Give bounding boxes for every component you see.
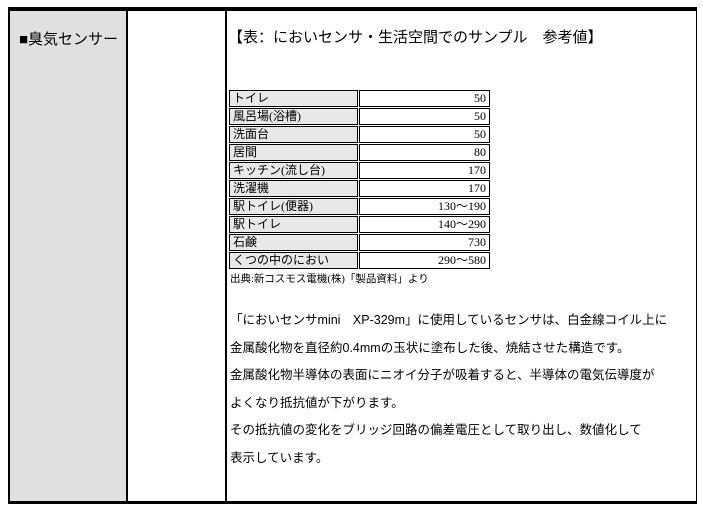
row-label-cell: トイレ <box>229 90 358 107</box>
table-row: キッチン(流し台) 170 <box>229 162 490 179</box>
paragraph-line: 金属酸化物半導体の表面にニオイ分子が吸着すると、半導体の電気伝導度が <box>230 368 655 382</box>
row-value-cell: 80 <box>359 144 490 161</box>
sidebar-column: ■臭気センサー <box>10 11 128 501</box>
row-value-cell: 50 <box>359 126 490 143</box>
table-row: 石鹸 730 <box>229 234 490 251</box>
row-label-cell: 風呂場(浴槽) <box>229 108 358 125</box>
table-row: 洗濯機 170 <box>229 180 490 197</box>
source-note: 出典:新コスモス電機(株)「製品資料」より <box>230 274 429 285</box>
row-label-cell: 石鹸 <box>229 234 358 251</box>
row-value-cell: 130〜190 <box>359 198 490 215</box>
table-row: トイレ 50 <box>229 90 490 107</box>
sample-value-table: トイレ 50 風呂場(浴槽) 50 洗面台 50 居間 80 <box>228 89 491 270</box>
row-label-cell: 駅トイレ(便器) <box>229 198 358 215</box>
table-row: 駅トイレ 140〜290 <box>229 216 490 233</box>
document-frame: ■臭気センサー 【表：においセンサ・生活空間でのサンプル 参考値】 トイレ 50… <box>8 7 697 504</box>
row-label-cell: 居間 <box>229 144 358 161</box>
table-row: 風呂場(浴槽) 50 <box>229 108 490 125</box>
row-value-cell: 170 <box>359 162 490 179</box>
row-value-cell: 50 <box>359 90 490 107</box>
row-label-cell: くつの中のにおい <box>229 252 358 269</box>
row-label-cell: キッチン(流し台) <box>229 162 358 179</box>
description-paragraph: 「においセンサmini XP-329m」に使用しているセンサは、白金線コイル上に… <box>228 311 690 476</box>
row-value-cell: 730 <box>359 234 490 251</box>
sidebar-section-title: ■臭気センサー <box>19 31 119 48</box>
row-value-cell: 140〜290 <box>359 216 490 233</box>
row-value-cell: 170 <box>359 180 490 197</box>
row-value-cell: 290〜580 <box>359 252 490 269</box>
paragraph-line: 表示しています。 <box>230 450 329 465</box>
table-row: 駅トイレ(便器) 130〜190 <box>229 198 490 215</box>
paragraph-line: その抵抗値の変化をブリッジ回路の偏差電圧として取り出し、数値化して <box>230 423 642 437</box>
spacer-column <box>128 11 227 501</box>
row-value-cell: 50 <box>359 108 490 125</box>
table-row: くつの中のにおい 290〜580 <box>229 252 490 269</box>
row-label-cell: 洗面台 <box>229 126 358 143</box>
sample-value-table-body: トイレ 50 風呂場(浴槽) 50 洗面台 50 居間 80 <box>229 90 490 269</box>
row-label-cell: 洗濯機 <box>229 180 358 197</box>
paragraph-line: 金属酸化物を直径約0.4mmの玉状に塗布した後、焼結させた構造です。 <box>230 340 630 355</box>
section-title: 【表：においセンサ・生活空間でのサンプル 参考値】 <box>228 29 603 46</box>
row-label-cell: 駅トイレ <box>229 216 358 233</box>
paragraph-line: よくなり抵抗値が下がります。 <box>230 395 404 410</box>
table-row: 居間 80 <box>229 144 490 161</box>
main-column: 【表：においセンサ・生活空間でのサンプル 参考値】 トイレ 50 風呂場(浴槽)… <box>227 11 696 501</box>
table-row: 洗面台 50 <box>229 126 490 143</box>
paragraph-line: 「においセンサmini XP-329m」に使用しているセンサは、白金線コイル上に <box>230 313 668 327</box>
